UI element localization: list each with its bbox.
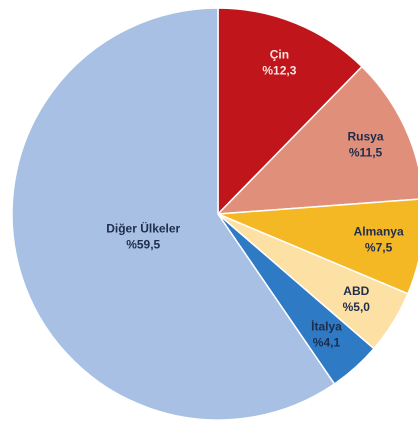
- slice-value-label: %4,1: [313, 335, 341, 349]
- slice-label: Diğer Ülkeler: [106, 220, 180, 235]
- slice-label: Almanya: [354, 224, 404, 238]
- slice-value-label: %7,5: [365, 240, 393, 254]
- slice-value-label: %12,3: [262, 63, 296, 77]
- slice-value-label: %11,5: [349, 146, 383, 160]
- slice-label: İtalya: [311, 318, 342, 333]
- slice-label: Çin: [270, 47, 289, 61]
- pie-slice: [11, 7, 336, 421]
- pie-slice: [217, 7, 363, 216]
- pie-slice: [216, 65, 418, 215]
- slice-value-label: %5,0: [343, 300, 371, 314]
- slice-value-label: %59,5: [126, 237, 160, 251]
- slice-label: ABD: [343, 284, 369, 298]
- pie-slice: [217, 198, 418, 295]
- slice-label: Rusya: [348, 130, 384, 144]
